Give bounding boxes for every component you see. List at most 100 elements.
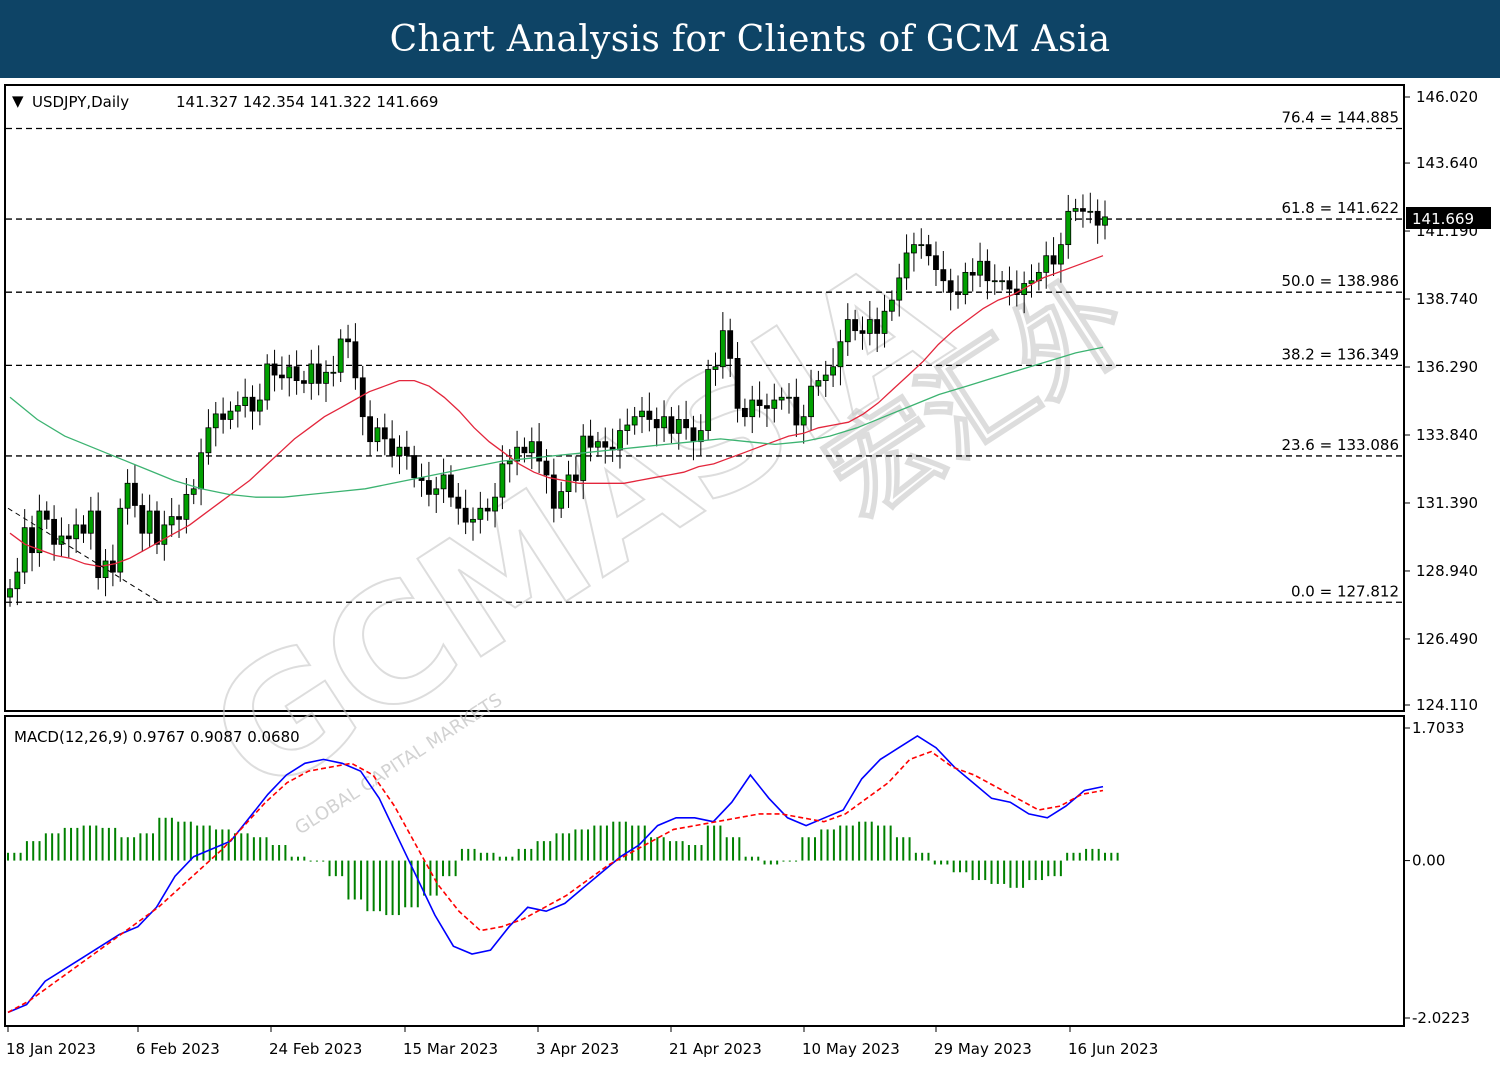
candle-up [595,441,601,448]
candle-down [132,482,138,506]
candle-up [1065,210,1072,246]
candle-up [433,488,440,495]
price-axis-label: 131.390 [1416,494,1478,512]
macd-axis-label: 0.00 [1412,852,1445,870]
candle-up [822,374,829,382]
candle-down [933,255,939,271]
candle-up [514,446,520,462]
candle-up [661,416,667,429]
candle-up [227,410,234,420]
price-axis-label: 124.110 [1416,696,1478,714]
candle-up [102,560,109,579]
candle-up [374,427,381,443]
candle-down [521,446,528,454]
candle-down [874,319,881,334]
candle-down [947,280,954,293]
candle-down [95,510,102,579]
candle-down [1080,208,1086,212]
candle-down [301,380,307,384]
candle-down [543,460,550,476]
date-axis-label: 10 May 2023 [802,1040,900,1058]
candle-up [565,474,572,493]
candle-down [859,330,866,334]
candle-up [492,496,498,512]
candle-down [359,377,366,418]
fib-level-label: 38.2 = 136.349 [1281,345,1399,363]
candle-down [65,535,72,540]
candle-up [506,460,513,465]
candle-up [14,571,21,590]
candle-up [617,430,623,451]
candle-up [205,427,212,454]
fib-level-label: 0.0 = 127.812 [1291,582,1399,600]
price-layer: 146.020143.640141.190138.740136.290133.8… [6,88,1478,714]
candle-up [330,371,337,374]
price-axis-label: 126.490 [1416,630,1478,648]
ma-red-line [9,255,1104,568]
candle-up [161,524,168,545]
candle-up [117,507,124,573]
candle-down [727,330,734,359]
date-axis-label: 21 Apr 2023 [669,1040,762,1058]
candle-up [962,271,969,295]
candle-down [43,510,50,520]
candle-up [896,277,903,301]
candle-down [279,374,285,379]
candle-up [1087,210,1094,213]
symbol-dropdown-icon[interactable]: ▼ [12,92,24,110]
candle-up [977,260,983,276]
candle-up [771,399,778,409]
fib-level-label: 61.8 = 141.622 [1281,199,1399,217]
candle-down [345,338,351,343]
candle-up [1072,208,1079,212]
candle-up [888,299,895,312]
candle-up [697,430,704,443]
candle-up [146,510,153,534]
macd-axis-label: -2.0223 [1412,1009,1470,1027]
candle-up [234,405,241,412]
candle-down [653,419,660,429]
candle-up [440,474,447,490]
macd-label: MACD(12,26,9) 0.9767 0.9087 0.0680 [14,728,300,746]
macd-panel [4,715,1405,1027]
candle-up [58,535,65,545]
date-axis-label: 16 Jun 2023 [1068,1040,1158,1058]
candle-up [786,396,792,399]
candle-up [73,524,80,540]
candle-up [675,419,682,434]
candle-down [484,507,491,512]
candle-down [139,505,146,534]
candle-down [109,560,116,573]
candle-up [631,416,638,426]
candle-up [190,488,197,495]
candle-down [448,474,454,498]
candle-down [734,358,741,409]
price-axis-label: 143.640 [1416,154,1478,172]
candle-up [1028,280,1035,284]
macd-axis-label: 1.7033 [1412,719,1465,737]
candle-down [984,260,991,282]
date-axis-label: 3 Apr 2023 [536,1040,619,1058]
candle-down [220,413,227,420]
date-axis-label: 15 Mar 2023 [403,1040,498,1058]
symbol-label: USDJPY,Daily [32,93,129,111]
candle-down [690,427,697,443]
candle-down [683,419,690,429]
candle-down [29,527,35,554]
fib-level-label: 23.6 = 133.086 [1281,436,1399,454]
chart-banner-title: Chart Analysis for Clients of GCM Asia [0,0,1500,78]
candle-up [183,493,190,520]
date-axis-label: 29 May 2023 [934,1040,1032,1058]
candle-up [87,510,94,534]
candle-up [808,385,814,418]
candle-up [256,399,263,412]
candle-up [396,446,403,456]
candle-down [646,410,653,420]
ma-green-line [9,346,1104,498]
last-price-text: 141.669 [1412,210,1474,228]
candle-down [271,363,278,376]
date-axis-label: 24 Feb 2023 [269,1040,362,1058]
candle-up [866,319,873,334]
candle-down [969,271,976,276]
